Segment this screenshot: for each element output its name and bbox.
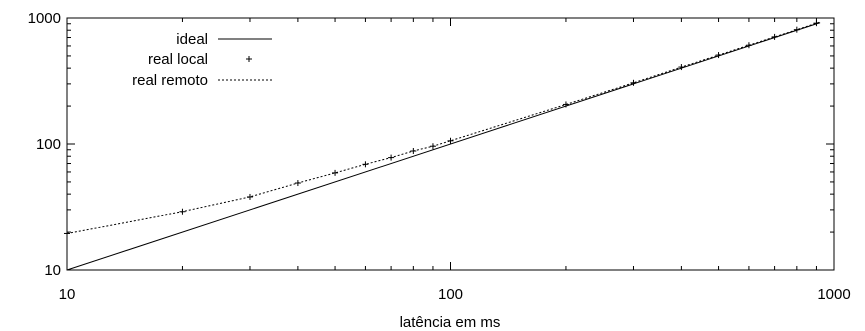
- real-local-point: [813, 20, 820, 27]
- series-ideal: [66, 22, 821, 271]
- real-local-point: [562, 101, 569, 108]
- real-local-point: [362, 161, 369, 168]
- y-tick-label: 1000: [28, 10, 61, 27]
- legend-label: real local: [148, 51, 208, 68]
- series-line-real-remoto: [66, 21, 821, 234]
- series-real-remoto: [66, 21, 821, 234]
- y-tick-label: 100: [36, 136, 61, 153]
- legend-label: ideal: [176, 31, 208, 48]
- x-tick-label: 1000: [817, 286, 850, 303]
- x-axis-ticks: 10 100 1000: [59, 18, 851, 303]
- series-layer: [64, 20, 821, 271]
- real-local-point: [447, 137, 454, 144]
- real-local-point: [332, 169, 339, 176]
- real-local-point: [793, 26, 800, 33]
- legend: ideal real local real remoto: [132, 31, 272, 89]
- y-axis-ticks: 10 100 1000: [28, 10, 834, 279]
- x-tick-label: 10: [59, 286, 76, 303]
- real-local-point: [771, 33, 778, 40]
- legend-label: real remoto: [132, 72, 208, 89]
- x-tick-label: 100: [438, 286, 463, 303]
- x-axis-label: latência em ms: [400, 314, 501, 331]
- y-tick-label: 10: [44, 262, 61, 279]
- real-local-point: [630, 79, 637, 86]
- series-line-ideal: [66, 22, 821, 271]
